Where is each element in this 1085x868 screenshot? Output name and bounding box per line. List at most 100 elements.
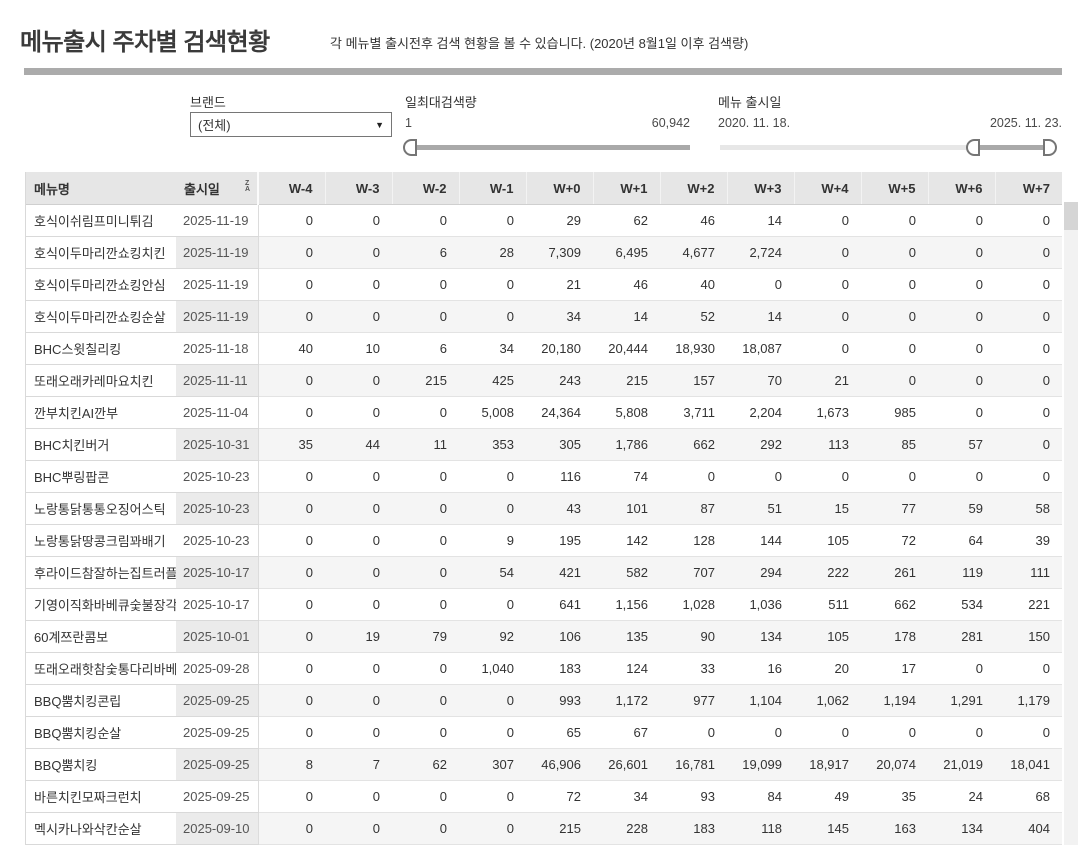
search-volume-cell[interactable]: 59 bbox=[928, 492, 995, 525]
search-volume-cell[interactable]: 0 bbox=[995, 204, 1062, 237]
search-volume-cell[interactable]: 2,204 bbox=[727, 396, 794, 429]
search-volume-cell[interactable]: 0 bbox=[995, 716, 1062, 749]
search-volume-cell[interactable]: 20,074 bbox=[861, 748, 928, 781]
search-volume-cell[interactable]: 12,029 bbox=[794, 844, 861, 845]
search-volume-cell[interactable]: 119 bbox=[928, 556, 995, 589]
search-volume-cell[interactable]: 0 bbox=[325, 492, 392, 525]
search-volume-cell[interactable]: 0 bbox=[727, 268, 794, 301]
search-volume-cell[interactable]: 0 bbox=[258, 716, 325, 749]
search-volume-cell[interactable]: 79 bbox=[392, 620, 459, 653]
search-volume-cell[interactable]: 7,309 bbox=[526, 236, 593, 269]
search-volume-cell[interactable]: 0 bbox=[727, 460, 794, 493]
launch-date-cell[interactable]: 2025-10-23 bbox=[176, 524, 259, 557]
search-volume-cell[interactable]: 261 bbox=[861, 556, 928, 589]
search-volume-cell[interactable]: 21 bbox=[794, 364, 861, 397]
search-volume-cell[interactable]: 0 bbox=[928, 364, 995, 397]
search-volume-cell[interactable]: 281 bbox=[928, 620, 995, 653]
column-header-menu-name[interactable]: 메뉴명 bbox=[26, 172, 176, 205]
search-volume-cell[interactable]: 0 bbox=[258, 812, 325, 845]
search-volume-cell[interactable]: 124 bbox=[593, 652, 660, 685]
search-volume-cell[interactable]: 6 bbox=[325, 844, 392, 845]
search-volume-cell[interactable]: 46 bbox=[660, 204, 727, 237]
search-volume-cell[interactable]: 57 bbox=[928, 428, 995, 461]
search-volume-cell[interactable]: 0 bbox=[928, 332, 995, 365]
launch-date-cell[interactable]: 2025-09-10 bbox=[176, 812, 259, 845]
search-volume-cell[interactable]: 0 bbox=[995, 332, 1062, 365]
search-volume-cell[interactable]: 0 bbox=[861, 460, 928, 493]
search-volume-cell[interactable]: 64 bbox=[928, 524, 995, 557]
search-volume-cell[interactable]: 33 bbox=[660, 652, 727, 685]
search-volume-cell[interactable]: 0 bbox=[995, 300, 1062, 333]
search-volume-cell[interactable]: 145 bbox=[794, 812, 861, 845]
search-volume-cell[interactable]: 1,194 bbox=[861, 684, 928, 717]
launch-date-cell[interactable]: 2025-11-19 bbox=[176, 300, 259, 333]
search-volume-cell[interactable]: 0 bbox=[928, 300, 995, 333]
search-volume-cell[interactable]: 19,099 bbox=[727, 748, 794, 781]
launch-date-cell[interactable]: 2025-10-23 bbox=[176, 460, 259, 493]
search-volume-cell[interactable]: 1,673 bbox=[794, 396, 861, 429]
search-volume-cell[interactable]: 0 bbox=[660, 460, 727, 493]
search-volume-cell[interactable]: 0 bbox=[794, 204, 861, 237]
search-volume-cell[interactable]: 0 bbox=[928, 236, 995, 269]
search-volume-cell[interactable]: 0 bbox=[928, 652, 995, 685]
search-volume-cell[interactable]: 0 bbox=[325, 364, 392, 397]
search-volume-cell[interactable]: 1,179 bbox=[995, 684, 1062, 717]
search-volume-cell[interactable]: 105 bbox=[794, 620, 861, 653]
search-volume-cell[interactable]: 0 bbox=[928, 716, 995, 749]
search-volume-cell[interactable]: 1,786 bbox=[593, 428, 660, 461]
search-volume-cell[interactable]: 0 bbox=[258, 684, 325, 717]
search-volume-cell[interactable]: 87 bbox=[660, 492, 727, 525]
search-volume-cell[interactable]: 0 bbox=[794, 716, 861, 749]
search-volume-cell[interactable]: 9 bbox=[459, 524, 526, 557]
search-volume-cell[interactable]: 662 bbox=[660, 428, 727, 461]
search-volume-cell[interactable]: 0 bbox=[325, 716, 392, 749]
search-volume-cell[interactable]: 0 bbox=[392, 812, 459, 845]
search-volume-cell[interactable]: 0 bbox=[325, 812, 392, 845]
search-volume-cell[interactable]: 292 bbox=[727, 428, 794, 461]
search-volume-cell[interactable]: 0 bbox=[459, 684, 526, 717]
search-volume-cell[interactable]: 0 bbox=[325, 684, 392, 717]
search-volume-cell[interactable]: 19 bbox=[325, 620, 392, 653]
menu-name-cell[interactable]: BHC뿌링팝콘 bbox=[26, 460, 176, 493]
search-volume-cell[interactable]: 144 bbox=[727, 524, 794, 557]
search-volume-cell[interactable]: 10 bbox=[325, 332, 392, 365]
search-volume-cell[interactable]: 70 bbox=[727, 364, 794, 397]
search-volume-cell[interactable]: 0 bbox=[995, 364, 1062, 397]
search-volume-cell[interactable]: 353 bbox=[459, 428, 526, 461]
search-volume-cell[interactable]: 0 bbox=[258, 460, 325, 493]
launch-date-cell[interactable]: 2025-10-17 bbox=[176, 588, 259, 621]
search-volume-cell[interactable]: 421 bbox=[526, 556, 593, 589]
launch-date-cell[interactable]: 2025-09-25 bbox=[176, 780, 259, 813]
search-volume-cell[interactable]: 51 bbox=[727, 492, 794, 525]
search-volume-cell[interactable]: 0 bbox=[995, 460, 1062, 493]
search-volume-cell[interactable]: 0 bbox=[459, 780, 526, 813]
search-volume-cell[interactable]: 5,008 bbox=[459, 396, 526, 429]
column-header-week[interactable]: W+6 bbox=[927, 172, 995, 205]
menu-name-cell[interactable]: BHC치킨버거 bbox=[26, 428, 176, 461]
launch-date-slider-track[interactable] bbox=[720, 145, 1052, 150]
menu-name-cell[interactable]: BHC스윗칠리킹 bbox=[26, 332, 176, 365]
search-volume-cell[interactable]: 228 bbox=[593, 812, 660, 845]
search-volume-cell[interactable]: 0 bbox=[325, 780, 392, 813]
search-volume-cell[interactable]: 0 bbox=[928, 396, 995, 429]
search-volume-cell[interactable]: 6 bbox=[392, 236, 459, 269]
search-volume-cell[interactable]: 0 bbox=[392, 460, 459, 493]
column-header-week[interactable]: W+7 bbox=[994, 172, 1062, 205]
search-volume-cell[interactable]: 1,291 bbox=[928, 684, 995, 717]
search-volume-cell[interactable]: 0 bbox=[459, 460, 526, 493]
search-volume-cell[interactable]: 17 bbox=[861, 652, 928, 685]
search-volume-cell[interactable]: 1,156 bbox=[593, 588, 660, 621]
search-volume-cell[interactable]: 0 bbox=[392, 588, 459, 621]
search-volume-cell[interactable]: 0 bbox=[861, 204, 928, 237]
search-volume-cell[interactable]: 58 bbox=[995, 492, 1062, 525]
menu-name-cell[interactable]: 멕시카나와삭칸 bbox=[26, 844, 176, 845]
search-volume-cell[interactable]: 993 bbox=[526, 684, 593, 717]
search-volume-cell[interactable]: 0 bbox=[727, 716, 794, 749]
search-volume-cell[interactable]: 0 bbox=[392, 684, 459, 717]
search-volume-cell[interactable]: 18,087 bbox=[727, 332, 794, 365]
search-volume-cell[interactable]: 0 bbox=[325, 652, 392, 685]
menu-name-cell[interactable]: 멕시카나와삭칸순살 bbox=[26, 812, 176, 845]
launch-date-cell[interactable]: 2025-11-19 bbox=[176, 236, 259, 269]
search-volume-cell[interactable]: 68 bbox=[995, 780, 1062, 813]
search-volume-cell[interactable]: 0 bbox=[928, 268, 995, 301]
